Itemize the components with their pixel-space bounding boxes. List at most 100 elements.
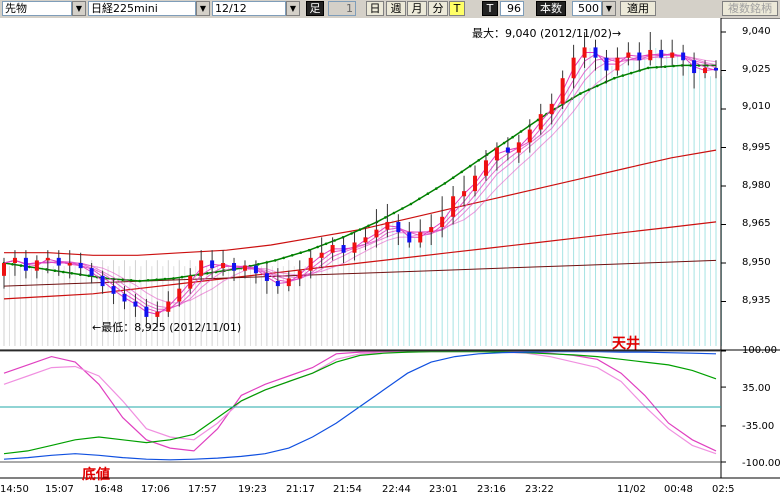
contract-select-value: 12/12: [215, 2, 247, 15]
candle-body: [89, 268, 94, 276]
ema-green-dot: [384, 216, 387, 219]
candle-body: [626, 52, 631, 58]
candle-body: [473, 175, 478, 192]
minute-button[interactable]: 分: [428, 1, 448, 16]
ema-green-dot: [401, 207, 404, 210]
candle-body: [363, 237, 368, 243]
time-tick: 23:22: [525, 484, 554, 495]
contract-select[interactable]: 12/12: [212, 1, 286, 16]
ema-green-dot: [146, 279, 150, 282]
ema-green-dot: [358, 228, 362, 231]
ema-green-dot: [282, 256, 286, 260]
candle-body: [319, 252, 324, 258]
ema-green-dot: [206, 272, 209, 275]
ema-green-dot: [536, 118, 540, 122]
candle-body: [648, 49, 653, 61]
candle-body: [659, 49, 664, 58]
candle-body: [100, 275, 105, 287]
month-button[interactable]: 月: [407, 1, 427, 16]
type-select[interactable]: 先物: [2, 1, 72, 16]
ema-green-dot: [443, 182, 447, 185]
candle-body: [451, 196, 456, 217]
candle-body: [560, 78, 565, 104]
candle-body: [429, 227, 434, 233]
candle-body: [199, 260, 204, 276]
ema-green-dot: [138, 279, 141, 283]
ema-green-dot: [307, 248, 311, 252]
bars-dropdown-button[interactable]: ▼: [602, 1, 616, 16]
period-input[interactable]: 1: [328, 1, 356, 16]
week-button[interactable]: 週: [386, 1, 406, 16]
ema-green-dot: [333, 239, 336, 242]
time-tick: 16:48: [94, 484, 123, 495]
oscillator-series-line: [3, 351, 717, 455]
guppy-line: [3, 54, 717, 310]
count-input[interactable]: 96: [500, 1, 524, 16]
candle-body: [527, 129, 532, 143]
ema-green-dot: [451, 176, 455, 179]
candle-body: [144, 306, 149, 317]
ema-green-dot: [672, 64, 675, 68]
candle-body: [275, 280, 280, 287]
ema-green-dot: [129, 279, 133, 282]
bars-input[interactable]: 500: [572, 1, 602, 16]
contract-dropdown-button[interactable]: ▼: [286, 1, 300, 16]
ema-green-dot: [324, 242, 328, 246]
ema-green-dot: [180, 275, 184, 279]
candle-body: [538, 114, 543, 130]
ema-green-dot: [53, 269, 57, 273]
candle-body: [637, 52, 642, 61]
ema-green-dot: [477, 159, 481, 162]
multi-symbol-button[interactable]: 複数銘柄: [722, 1, 778, 16]
symbol-select-value: 日経225mini: [91, 2, 158, 15]
ema-green-dot: [257, 263, 260, 266]
candle-body: [12, 257, 17, 263]
ema-green-dot: [11, 263, 14, 266]
time-tick: 17:06: [141, 484, 170, 495]
candle-body: [374, 229, 379, 238]
time-tick: 00:48: [664, 484, 693, 495]
candle-body: [494, 147, 499, 161]
foot-label: 足: [306, 1, 324, 16]
time-tick: 14:50: [0, 484, 29, 495]
candle-body: [483, 160, 488, 176]
candle-body: [681, 52, 686, 61]
candle-body: [330, 245, 335, 253]
time-tick: 21:17: [286, 484, 315, 495]
ema-green-dot: [19, 264, 23, 267]
candle-body: [385, 221, 390, 230]
ema-green-dot: [689, 64, 692, 67]
max-annotation: 最大：9,040 (2012/11/02)→: [472, 27, 622, 40]
axis-ticks: [721, 31, 726, 463]
ema-green-dot: [392, 211, 396, 215]
tick-button[interactable]: T: [449, 1, 465, 16]
ema-green-dot: [579, 92, 582, 95]
symbol-dropdown-button[interactable]: ▼: [196, 1, 210, 16]
type-select-value: 先物: [5, 2, 27, 15]
time-tick: 11/02: [617, 484, 646, 495]
candle-body: [23, 257, 28, 271]
min-annotation: ←最低：8,925 (2012/11/01): [92, 321, 242, 334]
osc-tick-minus100: -100.00: [742, 458, 780, 469]
time-tick: 15:07: [45, 484, 74, 495]
ema-green-dot: [511, 135, 514, 139]
dark-ma: [3, 259, 717, 287]
time-tick: 21:54: [333, 484, 362, 495]
ema-green-dot: [155, 278, 158, 282]
symbol-select[interactable]: 日経225mini: [88, 1, 196, 16]
ema-green-dot: [460, 170, 464, 174]
apply-button[interactable]: 適用: [620, 1, 656, 16]
candle-body: [571, 57, 576, 79]
type-dropdown-button[interactable]: ▼: [72, 1, 86, 16]
candle-body: [166, 301, 171, 312]
ema-green-dot: [273, 259, 277, 262]
ema-green-dot: [367, 224, 370, 228]
candle-body: [155, 311, 160, 317]
oscillator-panel-bg: [0, 350, 721, 478]
price-tick-9025: 9,025: [742, 64, 771, 75]
candle-body: [505, 147, 510, 153]
day-button[interactable]: 日: [366, 1, 384, 16]
price-tick-8935: 8,935: [742, 295, 771, 306]
candle-body: [2, 263, 6, 276]
ema-green-dot: [663, 65, 667, 68]
